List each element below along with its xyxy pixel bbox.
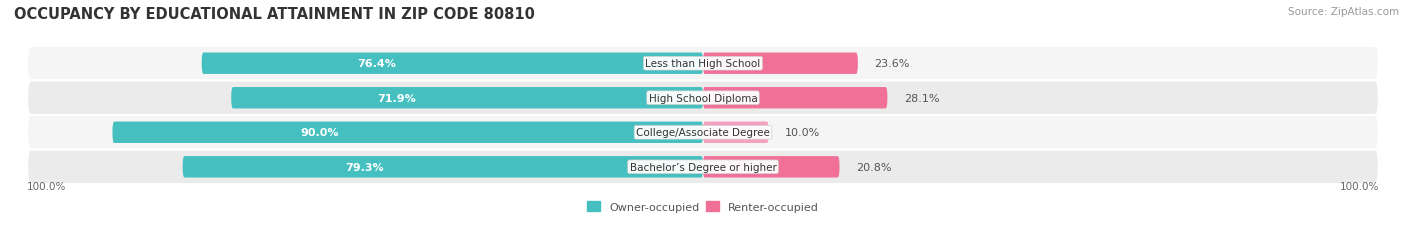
FancyBboxPatch shape (201, 53, 703, 75)
FancyBboxPatch shape (231, 88, 703, 109)
Text: 100.0%: 100.0% (1340, 181, 1379, 191)
FancyBboxPatch shape (27, 81, 1379, 116)
Text: Bachelor’s Degree or higher: Bachelor’s Degree or higher (630, 162, 776, 172)
Text: High School Diploma: High School Diploma (648, 93, 758, 103)
FancyBboxPatch shape (27, 116, 1379, 150)
Text: 76.4%: 76.4% (357, 59, 396, 69)
FancyBboxPatch shape (703, 156, 839, 178)
Text: 23.6%: 23.6% (875, 59, 910, 69)
Text: 71.9%: 71.9% (377, 93, 416, 103)
Text: 28.1%: 28.1% (904, 93, 939, 103)
FancyBboxPatch shape (27, 150, 1379, 184)
FancyBboxPatch shape (703, 122, 769, 143)
Text: Source: ZipAtlas.com: Source: ZipAtlas.com (1288, 7, 1399, 17)
Legend: Owner-occupied, Renter-occupied: Owner-occupied, Renter-occupied (582, 197, 824, 216)
Text: 20.8%: 20.8% (856, 162, 891, 172)
Text: College/Associate Degree: College/Associate Degree (636, 128, 770, 138)
FancyBboxPatch shape (183, 156, 703, 178)
Text: OCCUPANCY BY EDUCATIONAL ATTAINMENT IN ZIP CODE 80810: OCCUPANCY BY EDUCATIONAL ATTAINMENT IN Z… (14, 7, 534, 22)
Text: 100.0%: 100.0% (27, 181, 66, 191)
FancyBboxPatch shape (112, 122, 703, 143)
Text: 90.0%: 90.0% (299, 128, 339, 138)
FancyBboxPatch shape (703, 88, 887, 109)
Text: Less than High School: Less than High School (645, 59, 761, 69)
FancyBboxPatch shape (27, 47, 1379, 81)
Text: 10.0%: 10.0% (785, 128, 820, 138)
Text: 79.3%: 79.3% (346, 162, 384, 172)
FancyBboxPatch shape (703, 53, 858, 75)
